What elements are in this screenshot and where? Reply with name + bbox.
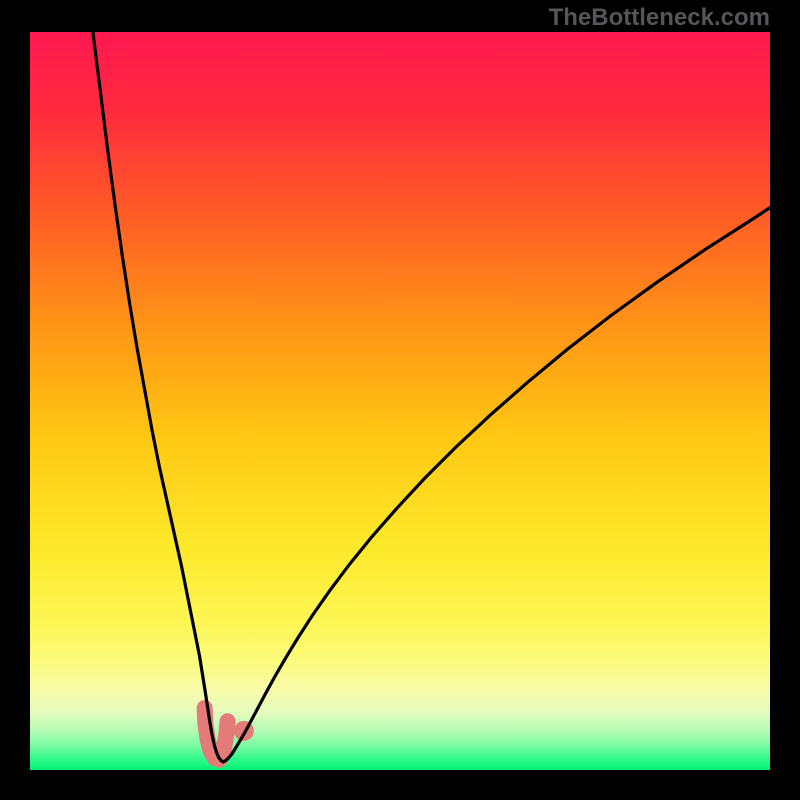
watermark-text: TheBottleneck.com — [549, 4, 770, 32]
plot-area — [30, 32, 770, 770]
bottleneck-curve-right — [223, 208, 770, 762]
bottleneck-curves — [30, 32, 770, 770]
bottleneck-curve-left — [93, 32, 223, 762]
chart-frame: TheBottleneck.com — [0, 0, 800, 800]
